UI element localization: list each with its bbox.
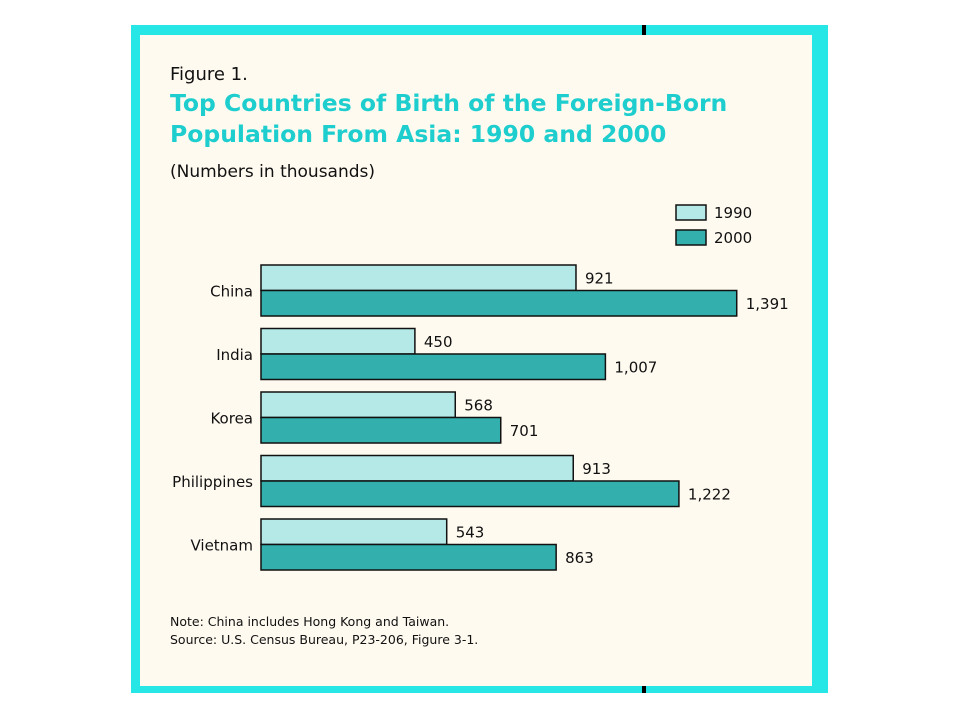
data-label: 543	[456, 523, 485, 541]
bar-2000-philippines	[260, 480, 680, 508]
bar-2000-vietnam	[260, 543, 557, 571]
data-label: 863	[565, 549, 594, 567]
data-label: 701	[510, 422, 539, 440]
data-label: 568	[464, 396, 493, 414]
data-label: 921	[585, 269, 614, 287]
note-text: Note: China includes Hong Kong and Taiwa…	[170, 614, 450, 629]
bar-1990-vietnam	[260, 518, 448, 546]
figure-label: Figure 1.	[170, 64, 248, 85]
legend-label: 2000	[714, 229, 752, 247]
data-label: 913	[582, 460, 611, 478]
category-label: Vietnam	[190, 537, 253, 555]
category-label: Korea	[210, 410, 253, 428]
chart-subtitle: (Numbers in thousands)	[170, 162, 376, 182]
bar-1990-philippines	[260, 454, 574, 482]
category-label: Philippines	[172, 473, 253, 491]
frame-tick-bottom	[642, 686, 646, 693]
category-label: India	[216, 346, 253, 364]
data-label: 1,007	[614, 358, 657, 376]
legend-swatch-2000	[675, 229, 707, 246]
legend-label: 1990	[714, 204, 752, 222]
bar-2000-india	[260, 353, 607, 381]
chart-title: Top Countries of Birth of the Foreign-Bo…	[170, 89, 728, 148]
data-label: 450	[424, 333, 453, 351]
category-label: China	[210, 283, 253, 301]
bar-1990-korea	[260, 391, 457, 419]
frame-tick-top	[642, 25, 646, 35]
data-label: 1,391	[746, 295, 789, 313]
data-label: 1,222	[688, 485, 731, 503]
bar-1990-india	[260, 327, 416, 355]
bar-1990-china	[260, 264, 577, 292]
bar-2000-korea	[260, 416, 502, 444]
legend-swatch-1990	[675, 204, 707, 221]
source-text: Source: U.S. Census Bureau, P23-206, Fig…	[170, 632, 479, 647]
bar-2000-china	[260, 289, 738, 317]
